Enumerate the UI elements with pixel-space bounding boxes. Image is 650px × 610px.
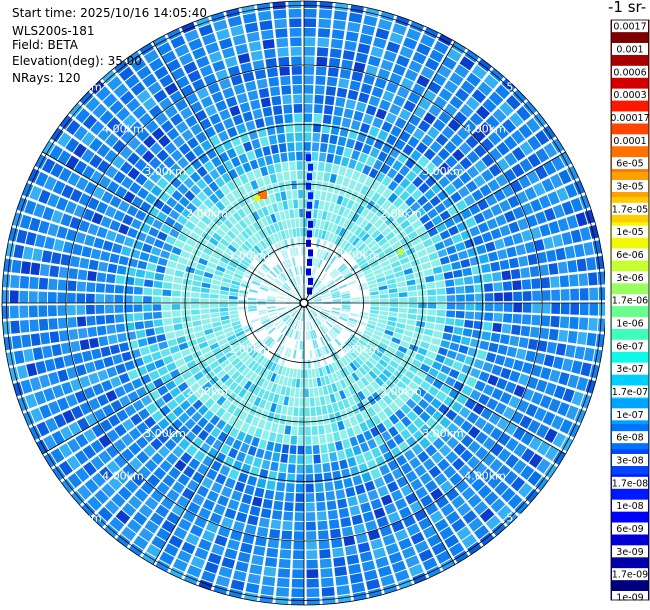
colorbar-label-bg (612, 545, 648, 558)
azimuth-line-300 (42, 151, 305, 304)
azimuth-line-120 (303, 302, 566, 455)
colorbar-label: 1e-08 (616, 501, 643, 512)
ring-label-3-2: 3.00km (144, 427, 186, 440)
colorbar-label-bg (612, 476, 648, 489)
ring-label-4-1: 4.00km (464, 123, 506, 136)
colorbar-label-bg (612, 20, 648, 33)
ring-label-1-1: 1.00km (338, 249, 380, 262)
ring-label-2-1: 2.00km (380, 207, 422, 220)
colorbar-label-bg (612, 408, 648, 421)
colorbar-label-bg (612, 339, 648, 352)
colorbar-label-bg (612, 134, 648, 147)
colorbar-label-bg (612, 248, 648, 261)
colorbar-label: 1.7e-09 (612, 570, 648, 581)
colorbar-label: 1.7e-05 (612, 204, 648, 215)
azimuth-line-150 (303, 302, 456, 565)
colorbar-label: 3e-07 (616, 364, 643, 375)
nrays: NRays: 120 (12, 71, 81, 85)
colorbar-label: 0.0003 (613, 90, 646, 101)
colorbar-label-bg (612, 202, 648, 215)
azimuth-line-330 (152, 41, 305, 304)
start-time: Start time: 2025/10/16 14:05:40 (12, 6, 207, 20)
colorbar-label-bg (612, 499, 648, 512)
colorbar-label: 1.7e-08 (612, 478, 648, 489)
colorbar-label: 1e-09 (616, 593, 643, 604)
colorbar-label: 6e-09 (616, 524, 643, 535)
colorbar-label-bg (612, 453, 648, 466)
colorbar-label: 1.7e-06 (612, 296, 648, 307)
colorbar-label-bg (612, 431, 648, 444)
field-name: Field: BETA (12, 38, 78, 52)
colorbar-label: 0.00017 (610, 113, 649, 124)
colorbar-title: -1 sr- (608, 0, 647, 16)
ring-label-4-2: 4.00km (102, 469, 144, 482)
colorbar-label-bg (612, 42, 648, 55)
colorbar-label-bg (612, 271, 648, 284)
ring-label-3-0: 3.00km (144, 165, 186, 178)
colorbar-label: 3e-08 (616, 455, 643, 466)
ring-label-1-0: 1.00km (228, 249, 270, 262)
colorbar-label: 0.0001 (613, 136, 646, 147)
azimuth-line-60 (303, 151, 566, 304)
ring-label-4-0: 4.00km (102, 123, 144, 136)
ring-label-2-3: 2.00km (380, 385, 422, 398)
colorbar-label-bg (612, 65, 648, 78)
colorbar-label: 1e-07 (616, 410, 643, 421)
colorbar-label-bg (612, 225, 648, 238)
colorbar-label-bg (612, 385, 648, 398)
colorbar-label: 0.001 (616, 44, 643, 55)
ring-label-5-2: 5.00km (60, 511, 102, 524)
colorbar-label-bg (612, 88, 648, 101)
ring-label-2-0: 2.00km (186, 207, 228, 220)
colorbar-label: 6e-08 (616, 433, 643, 444)
radar-center (299, 298, 309, 308)
ring-label-4-3: 4.00km (464, 469, 506, 482)
ring-label-2-2: 2.00km (186, 385, 228, 398)
ppi-plot: 1.00km 1.00km 1.00km 1.00km 2.00km 2.00km 2.00… (1, 0, 605, 606)
colorbar-label: 6e-06 (616, 250, 643, 261)
colorbar-label: 1e-06 (616, 318, 643, 329)
azimuth-line-240 (42, 302, 305, 455)
ring-label-5-1: 5.00km (506, 81, 548, 94)
colorbar-label-bg (612, 522, 648, 535)
colorbar-label-bg (612, 111, 648, 124)
colorbar-label-bg (612, 294, 648, 307)
ring-label-1-3: 1.00km (338, 343, 380, 356)
ring-label-3-3: 3.00km (422, 427, 464, 440)
colorbar-label: 1.7e-07 (612, 387, 648, 398)
azimuth-line-210 (152, 302, 305, 565)
colorbar-label: 1e-05 (616, 227, 643, 238)
colorbar-label: 6e-07 (616, 341, 643, 352)
ring-label-1-2: 1.00km (228, 343, 270, 356)
colorbar-label: 0.0006 (613, 67, 646, 78)
ring-label-3-1: 3.00km (422, 165, 464, 178)
colorbar-label: 3e-05 (616, 181, 643, 192)
elevation: Elevation(deg): 35.00 (12, 54, 142, 68)
colorbar-label: 0.0017 (613, 22, 646, 33)
colorbar-label-bg (612, 568, 648, 581)
colorbar-label-bg (612, 362, 648, 375)
colorbar-label-bg (612, 179, 648, 192)
colorbar-label: 6e-05 (616, 159, 643, 170)
ring-label-5-0: 5.00km (60, 81, 102, 94)
colorbar-label: 3e-09 (616, 547, 643, 558)
ring-label-5-3: 5.00km (506, 511, 548, 524)
colorbar-label-bg (612, 157, 648, 170)
colorbar-label-bg (612, 316, 648, 329)
azimuth-line-30 (303, 41, 456, 304)
instrument-name: WLS200s-181 (12, 24, 95, 38)
colorbar-label: 3e-06 (616, 273, 643, 284)
